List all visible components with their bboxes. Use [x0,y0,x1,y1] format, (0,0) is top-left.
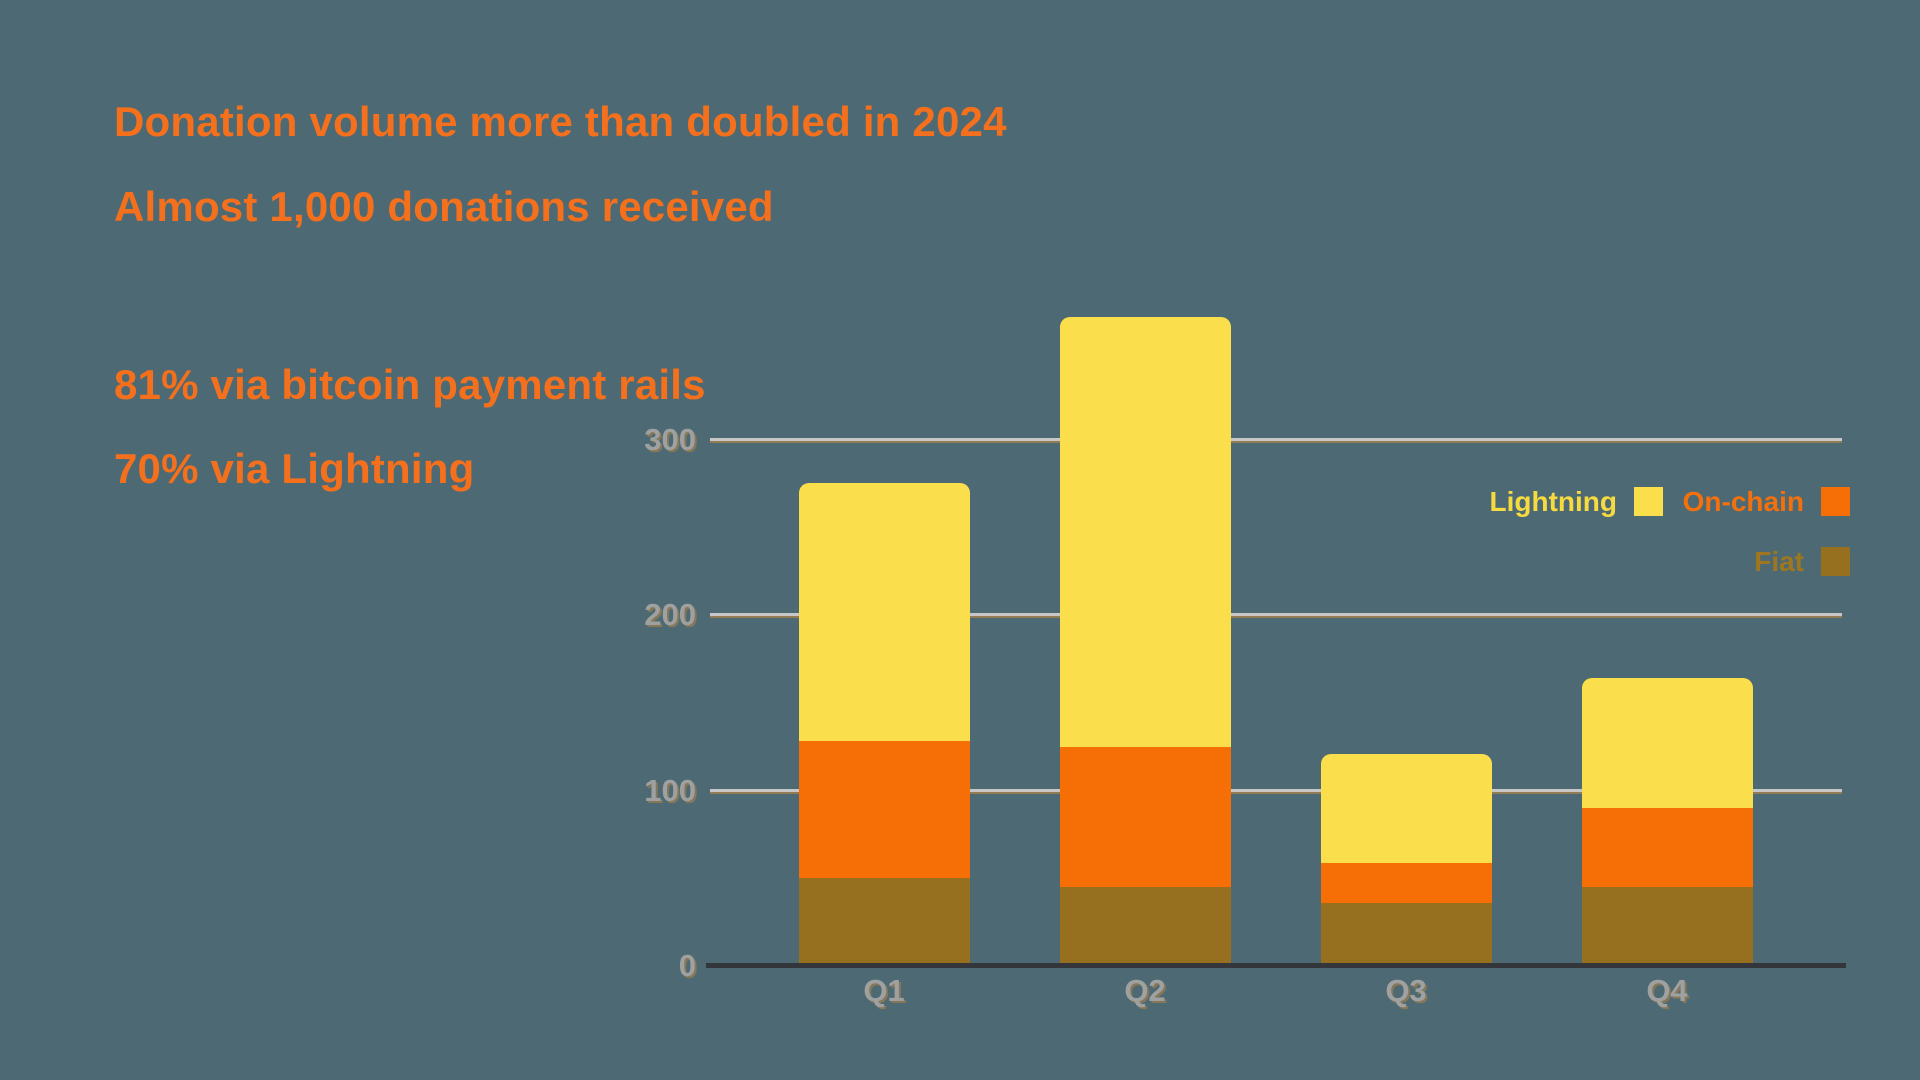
legend-item-onchain: On-chain [1682,485,1850,517]
x-tick-label-q4: Q4 [1646,973,1688,1008]
x-axis-line [706,963,1846,968]
headline-line-2: Almost 1,000 donations received [114,183,774,230]
legend-swatch-lightning [1634,487,1663,516]
legend-item-lightning: Lightning [1489,485,1663,517]
gridline-200 [710,613,1842,616]
y-tick-label-100: 100 [644,773,696,808]
gridline-300 [710,438,1842,441]
bar-segment-on-chain-q1 [798,741,970,878]
gridline-100 [710,789,1842,792]
bar-segment-lightning-q3 [1320,754,1492,863]
headline-line-1: Donation volume more than doubled in 202… [114,98,1007,145]
legend-label-lightning: Lightning [1489,485,1617,517]
legend-swatch-fiat [1821,547,1850,576]
headline-line-4: 70% via Lightning [114,445,475,492]
x-tick-label-q1: Q1 [863,973,905,1008]
headline-line-3: 81% via bitcoin payment rails [114,361,706,408]
y-tick-label-200: 200 [644,597,696,632]
stacked-bar-chart [710,280,1842,966]
legend-swatch-onchain [1821,487,1850,516]
legend-label-fiat: Fiat [1754,545,1804,577]
bar-segment-lightning-q1 [798,483,970,741]
y-tick-label-300: 300 [644,422,696,457]
bar-segment-on-chain-q3 [1320,863,1492,903]
legend-item-fiat: Fiat [1754,545,1850,577]
bar-segment-fiat-q1 [798,878,970,966]
legend-label-onchain: On-chain [1682,485,1804,517]
x-tick-label-q3: Q3 [1385,973,1427,1008]
bar-segment-fiat-q2 [1059,887,1231,966]
bar-segment-on-chain-q2 [1059,747,1231,887]
x-tick-label-q2: Q2 [1124,973,1166,1008]
bar-segment-on-chain-q4 [1581,808,1753,887]
bar-segment-lightning-q2 [1059,317,1231,747]
y-tick-label-0: 0 [678,948,696,983]
bar-segment-fiat-q4 [1581,887,1753,966]
bar-segment-fiat-q3 [1320,903,1492,966]
bar-segment-lightning-q4 [1581,678,1753,808]
